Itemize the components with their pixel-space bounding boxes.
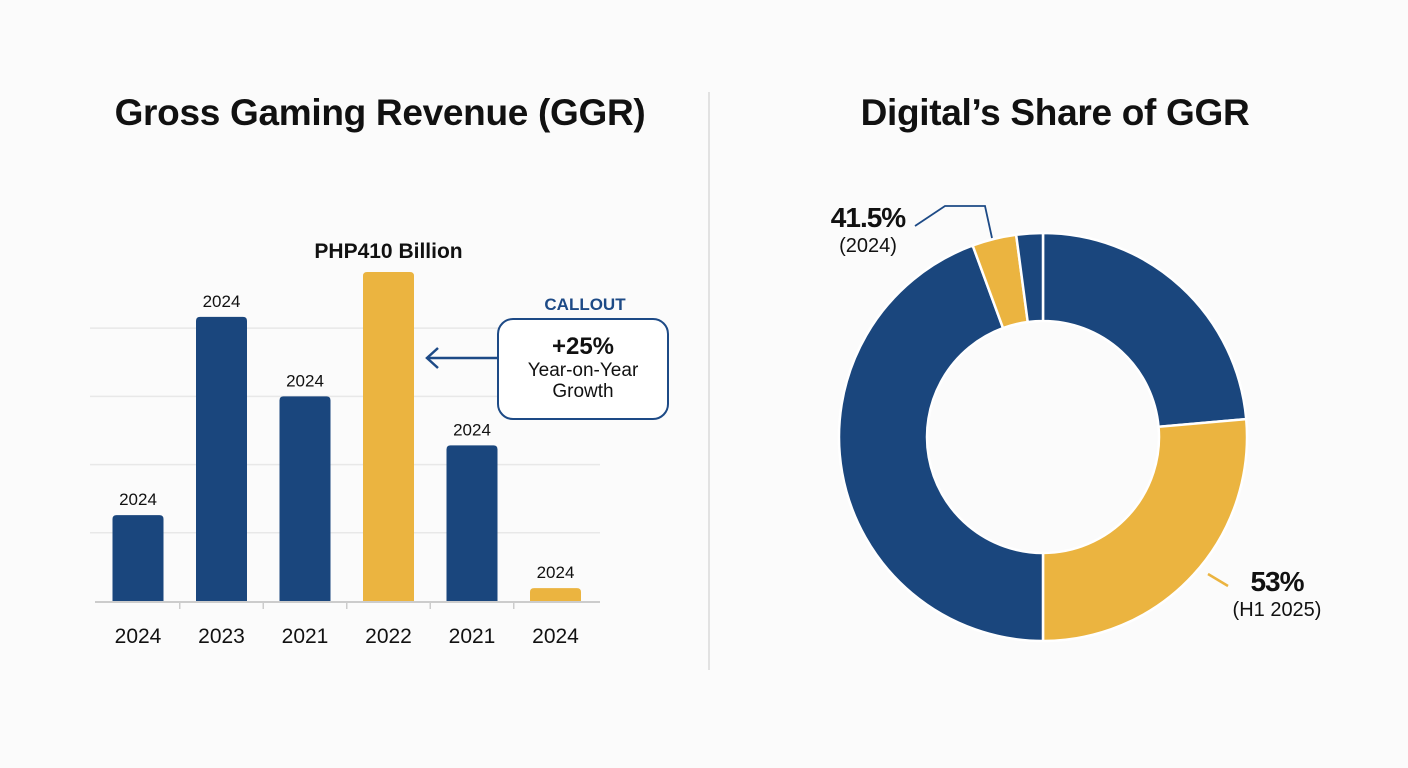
callout-text-line-2: Growth xyxy=(552,381,614,402)
bar-data-label: 2024 xyxy=(203,292,241,311)
bar-chart-title: Gross Gaming Revenue (GGR) xyxy=(114,92,646,133)
bar xyxy=(196,316,247,601)
x-tick-label: 2023 xyxy=(198,625,245,648)
donut-chart-title: Digital’s Share of GGR xyxy=(860,92,1250,133)
bar-data-label: 2024 xyxy=(537,563,575,582)
donut-segment xyxy=(1041,417,1249,643)
callout-box: +25% Year-on-Year Growth xyxy=(497,318,669,420)
donut-annotation-h1-2025-sub: (H1 2025) xyxy=(1232,599,1322,621)
leader-line-2024 xyxy=(914,205,993,239)
bar xyxy=(112,515,164,601)
donut-segment xyxy=(1014,231,1045,324)
bar xyxy=(363,272,414,601)
x-tick-label: 2024 xyxy=(115,625,162,648)
callout-value: +25% xyxy=(551,333,615,360)
x-tick-label: 2021 xyxy=(449,625,496,648)
panel-divider xyxy=(708,92,710,670)
bar xyxy=(446,445,498,601)
donut-segment xyxy=(1041,231,1248,429)
leader-line-h1-2025 xyxy=(1207,572,1229,588)
bar-data-label: 2024 xyxy=(453,420,491,439)
x-tick-label: 2024 xyxy=(532,625,579,648)
donut-annotation-2024-value: 41.5% xyxy=(830,202,906,233)
donut-annotation-h1-2025: 53% (H1 2025) xyxy=(1222,566,1332,622)
donut-annotation-2024: 41.5% (2024) xyxy=(818,202,918,258)
bar-data-label: 2024 xyxy=(119,490,157,509)
donut-segment xyxy=(837,243,1045,643)
bar-data-label: PHP410 Billion xyxy=(314,240,462,263)
callout-title: CALLOUT xyxy=(544,295,626,314)
callout-text-line-1: Year-on-Year xyxy=(527,360,639,381)
donut-annotation-2024-sub: (2024) xyxy=(839,235,897,257)
x-tick-label: 2021 xyxy=(282,625,329,648)
bar xyxy=(279,396,331,601)
callout-arrow-head xyxy=(425,347,439,369)
donut-annotation-h1-2025-value: 53% xyxy=(1250,566,1304,597)
bar-data-label: 2024 xyxy=(286,371,324,390)
x-tick-label: 2022 xyxy=(365,625,412,648)
bar xyxy=(530,588,581,601)
